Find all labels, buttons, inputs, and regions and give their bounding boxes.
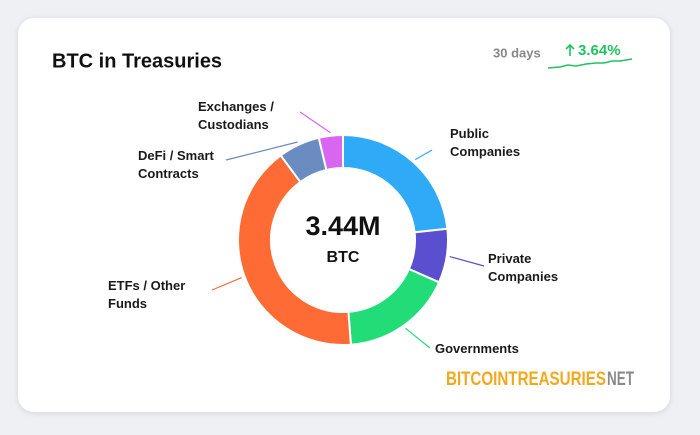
segment-label: Public Companies — [450, 126, 521, 159]
change-label: 3.64% — [578, 42, 621, 59]
segment-label: ETFs / Other Funds — [108, 278, 186, 311]
sparkline — [547, 58, 633, 69]
donut-segment — [237, 154, 352, 346]
donut-segment — [317, 133, 344, 172]
segment-label: Exchanges / Custodians — [198, 99, 274, 132]
up-arrow — [565, 43, 575, 56]
segment-label: Private Companies — [488, 251, 559, 284]
center-unit: BTC — [327, 249, 360, 266]
card — [18, 18, 670, 412]
period-label: 30 days — [493, 45, 541, 60]
chart-title: BTC in Treasuries — [52, 50, 222, 72]
leader-line — [299, 111, 331, 134]
segment-label: Governments — [435, 341, 519, 356]
center-value: 3.44M — [305, 211, 380, 241]
leader-line — [405, 327, 431, 349]
leader-line — [211, 276, 242, 291]
brand: BITCOINTREASURIES — [446, 369, 606, 390]
segment-label: DeFi / Smart Contracts — [138, 148, 214, 181]
leader-line — [225, 141, 298, 161]
donut-segment — [347, 267, 441, 346]
leader-line — [414, 149, 433, 161]
leader-line — [449, 255, 485, 267]
brand-suffix: NET — [607, 369, 634, 390]
